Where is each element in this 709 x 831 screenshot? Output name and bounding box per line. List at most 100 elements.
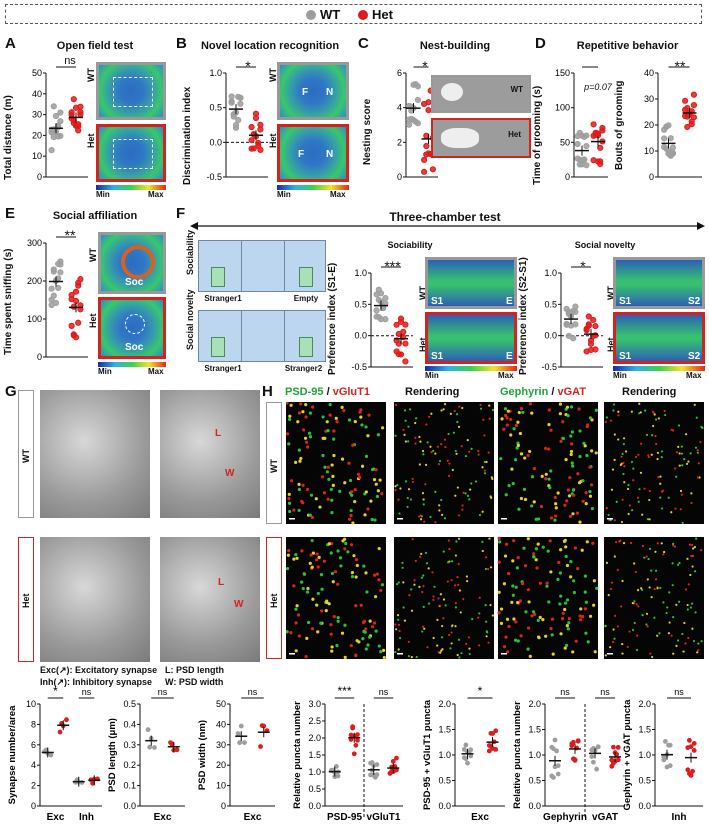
punctum — [484, 567, 488, 571]
punctum — [579, 618, 583, 622]
chamber-sociability — [198, 240, 326, 292]
punctum — [519, 452, 524, 456]
punctum — [343, 481, 347, 485]
em-wt-overview — [40, 390, 150, 518]
punctum — [421, 491, 425, 495]
punctum — [675, 644, 678, 647]
punctum — [643, 487, 646, 490]
scale-bar — [397, 653, 403, 655]
data-point — [353, 742, 359, 748]
punctum — [485, 460, 488, 464]
h-wt-tag: WT — [266, 402, 282, 524]
punctum — [421, 590, 424, 594]
punctum — [660, 450, 664, 453]
scale-min-f1: Min — [425, 371, 439, 380]
chamber-wall — [284, 311, 285, 361]
punctum — [586, 640, 590, 644]
punctum — [565, 598, 570, 602]
f1-het-e: E — [506, 351, 513, 362]
punctum — [680, 452, 684, 455]
punctum — [689, 573, 692, 577]
punctum — [584, 631, 588, 635]
data-point — [565, 310, 572, 317]
scale-bar-b — [277, 185, 349, 190]
chamber-wall — [284, 241, 285, 291]
scale-bar-a — [96, 185, 166, 190]
punctum — [550, 633, 554, 637]
punctum — [584, 600, 588, 604]
title-f: Three-chamber test — [389, 210, 501, 224]
punctum — [305, 487, 310, 492]
heatmap-e-wt: Soc — [98, 232, 166, 294]
data-point — [609, 763, 615, 769]
punctum — [514, 585, 518, 589]
punctum — [690, 492, 693, 495]
punctum — [621, 642, 624, 646]
sig-f1: *** — [384, 258, 401, 274]
punctum — [519, 634, 523, 638]
scale-min-f2: Min — [613, 371, 627, 380]
punctum — [432, 449, 435, 453]
punctum — [604, 625, 607, 628]
punctum — [658, 632, 661, 635]
data-point — [77, 111, 84, 118]
punctum — [447, 432, 450, 436]
punctum — [292, 508, 296, 512]
punctum — [398, 629, 401, 633]
punctum — [578, 614, 582, 618]
b-het-n-label: N — [326, 149, 334, 160]
punctum — [647, 557, 650, 561]
punctum — [578, 454, 582, 459]
punctum — [447, 561, 450, 564]
f-empty: Empty — [293, 294, 319, 303]
punctum — [457, 514, 461, 517]
punctum — [300, 499, 304, 503]
punctum — [697, 462, 700, 465]
punctum — [666, 606, 669, 609]
punctum — [350, 571, 355, 575]
data-point — [493, 728, 499, 734]
x-tick-label: Exc — [154, 812, 172, 823]
punctum — [686, 557, 689, 560]
punctum — [520, 581, 525, 586]
punctum — [697, 642, 700, 645]
punctum — [442, 617, 445, 620]
punctum — [422, 574, 425, 577]
punctum — [478, 513, 482, 517]
nest-photo-wt: WT — [431, 75, 531, 113]
punctum — [675, 603, 678, 606]
punctum — [330, 649, 334, 653]
punctum — [636, 496, 640, 499]
punctum — [287, 496, 291, 501]
punctum — [700, 548, 703, 552]
punctum — [440, 636, 444, 639]
heatmap-f2-wt: S1 S2 — [613, 257, 705, 309]
punctum — [349, 513, 353, 518]
punctum — [340, 457, 345, 461]
punctum — [588, 416, 592, 420]
punctum — [305, 590, 310, 594]
punctum — [318, 505, 322, 509]
punctum — [434, 452, 437, 455]
y-tick-label: 0.5 — [209, 103, 222, 113]
punctum — [656, 457, 659, 461]
y-tick-label: -0.5 — [206, 172, 222, 182]
punctum — [617, 438, 620, 441]
punctum — [379, 588, 383, 592]
punctum — [528, 449, 532, 454]
data-point — [661, 754, 667, 760]
punctum — [331, 474, 335, 479]
punctum — [432, 636, 435, 640]
punctum — [450, 579, 453, 582]
punctum — [328, 403, 332, 407]
g-het-w: W — [234, 599, 244, 610]
punctum — [613, 555, 616, 558]
sig-label: ns — [82, 687, 92, 697]
punctum — [407, 440, 410, 443]
punctum — [672, 542, 675, 545]
punctum — [657, 476, 660, 479]
punctum — [690, 543, 694, 547]
punctum — [330, 645, 334, 649]
punctum — [605, 507, 608, 510]
